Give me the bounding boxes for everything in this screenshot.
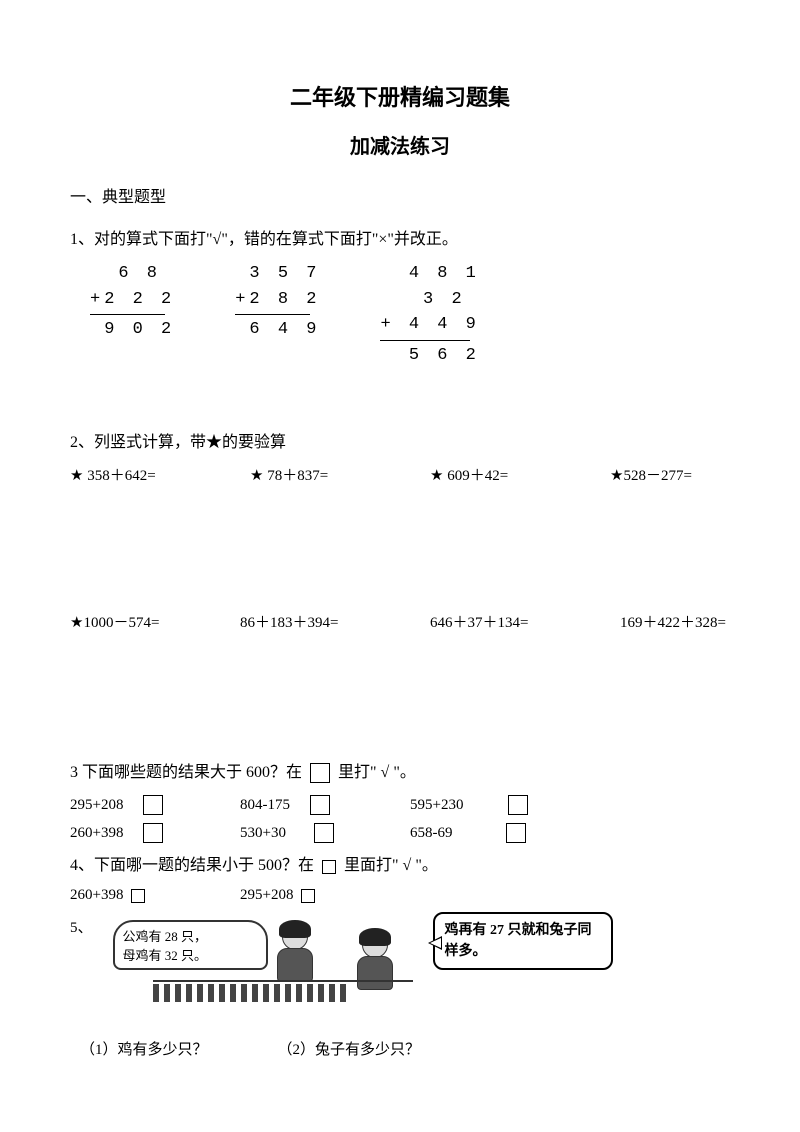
page-title-main: 二年级下册精编习题集 bbox=[70, 80, 730, 112]
answer-box-icon bbox=[322, 860, 336, 874]
answer-box bbox=[314, 823, 334, 843]
eq-item: 646＋37＋134= bbox=[430, 611, 590, 632]
arith-rule bbox=[380, 340, 470, 341]
eq-item: ★1000－574= bbox=[70, 611, 210, 632]
arith-line: 9 0 2 bbox=[90, 317, 175, 343]
eq-item: 86＋183＋394= bbox=[240, 611, 400, 632]
answer-box bbox=[508, 795, 528, 815]
q1-prob-1: 6 8 +2 2 2 9 0 2 bbox=[90, 261, 175, 368]
q2-row1: ★ 358＋642= ★ 78＋837= ★ 609＋42= ★528－277= bbox=[70, 464, 730, 485]
expr: 295+208 bbox=[70, 797, 123, 814]
arith-line: 6 8 bbox=[90, 261, 175, 287]
arith-line: 3 2 bbox=[380, 287, 479, 313]
q5-label: 5、 bbox=[70, 912, 93, 937]
q3-text-post: 里打" √ "。 bbox=[338, 764, 416, 781]
q2-row2: ★1000－574= 86＋183＋394= 646＋37＋134= 169＋4… bbox=[70, 611, 730, 632]
expr: 260+398 bbox=[70, 825, 123, 842]
banner-line2: 母鸡有 32 只。 bbox=[123, 947, 258, 965]
page-title-sub: 加减法练习 bbox=[70, 130, 730, 159]
q5-row: 5、 公鸡有 28 只， 母鸡有 32 只。 鸡再有 27 只就和兔子同样多。 bbox=[70, 912, 730, 1002]
answer-box bbox=[143, 795, 163, 815]
answer-box-icon bbox=[310, 763, 330, 783]
eq-item: ★ 78＋837= bbox=[250, 464, 400, 485]
q3-text: 3 下面哪些题的结果大于 600？在 里打" √ "。 bbox=[70, 758, 730, 783]
answer-box bbox=[131, 889, 145, 903]
q4-text-pre: 4、下面哪一题的结果小于 500？在 bbox=[70, 857, 314, 874]
q5-subquestions: （1）鸡有多少只？ （2）兔子有多少只？ bbox=[70, 1038, 730, 1059]
expr: 530+30 bbox=[240, 825, 286, 842]
q1-prob-2: 3 5 7 +2 8 2 6 4 9 bbox=[235, 261, 320, 368]
expr: 295+208 bbox=[240, 887, 293, 904]
speech-banner: 公鸡有 28 只， 母鸡有 32 只。 bbox=[113, 920, 268, 970]
answer-box bbox=[301, 889, 315, 903]
q5-illustration: 公鸡有 28 只， 母鸡有 32 只。 bbox=[103, 912, 423, 1002]
section-heading: 一、典型题型 bbox=[70, 183, 730, 207]
eq-item: ★ 609＋42= bbox=[430, 464, 580, 485]
q5-sub1: （1）鸡有多少只？ bbox=[80, 1038, 208, 1059]
arith-line: 5 6 2 bbox=[380, 343, 479, 369]
arith-rule bbox=[235, 314, 310, 315]
banner-line1: 公鸡有 28 只， bbox=[123, 928, 258, 946]
expr: 658-69 bbox=[410, 825, 453, 842]
q4-text: 4、下面哪一题的结果小于 500？在 里面打" √ "。 bbox=[70, 851, 730, 875]
q2-text: 2、列竖式计算，带★的要验算 bbox=[70, 428, 730, 452]
q1-text: 1、对的算式下面打"√"，错的在算式下面打"×"并改正。 bbox=[70, 225, 730, 249]
q3-row2: 260+398 530+30 658-69 bbox=[70, 823, 730, 843]
q4-row: 260+398 295+208 bbox=[70, 887, 730, 904]
expr: 595+230 bbox=[410, 797, 463, 814]
arith-line: +2 2 2 bbox=[90, 287, 175, 313]
q1-prob-3: 4 8 1 3 2 + 4 4 9 5 6 2 bbox=[380, 261, 479, 368]
arith-rule bbox=[90, 314, 165, 315]
expr: 804-175 bbox=[240, 797, 290, 814]
expr: 260+398 bbox=[70, 887, 123, 904]
answer-box bbox=[506, 823, 526, 843]
answer-box bbox=[310, 795, 330, 815]
eq-item: 169＋422＋328= bbox=[620, 611, 726, 632]
q3-text-pre: 3 下面哪些题的结果大于 600？在 bbox=[70, 764, 302, 781]
answer-box bbox=[143, 823, 163, 843]
speech-callout: 鸡再有 27 只就和兔子同样多。 bbox=[433, 912, 613, 970]
arith-line: 6 4 9 bbox=[235, 317, 320, 343]
q3-row1: 295+208 804-175 595+230 bbox=[70, 795, 730, 815]
arith-line: 3 5 7 bbox=[235, 261, 320, 287]
q4-text-post: 里面打" √ "。 bbox=[344, 857, 438, 874]
arith-line: + 4 4 9 bbox=[380, 312, 479, 338]
q1-problems: 6 8 +2 2 2 9 0 2 3 5 7 +2 8 2 6 4 9 4 8 … bbox=[70, 261, 730, 368]
arith-line: +2 8 2 bbox=[235, 287, 320, 313]
eq-item: ★528－277= bbox=[610, 464, 692, 485]
q5-sub2: （2）兔子有多少只？ bbox=[278, 1038, 421, 1059]
arith-line: 4 8 1 bbox=[380, 261, 479, 287]
eq-item: ★ 358＋642= bbox=[70, 464, 220, 485]
fence-illustration bbox=[153, 980, 413, 1002]
